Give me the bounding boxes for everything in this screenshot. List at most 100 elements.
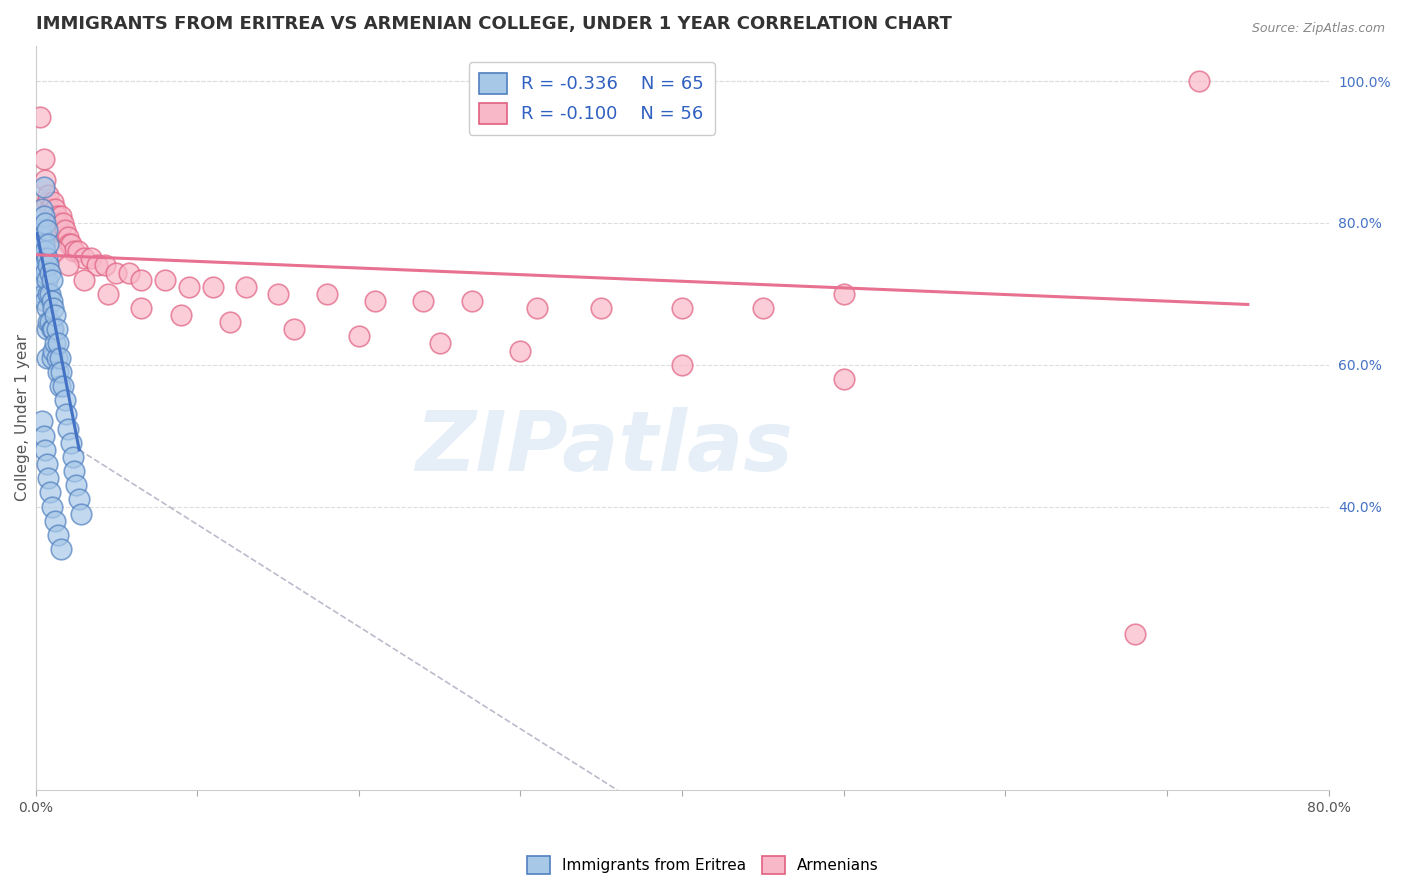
Point <box>65 478 87 492</box>
Point <box>53 393 76 408</box>
Point <box>30 223 52 237</box>
Point <box>37 237 59 252</box>
Point <box>42 194 65 209</box>
Text: IMMIGRANTS FROM ERITREA VS ARMENIAN COLLEGE, UNDER 1 YEAR CORRELATION CHART: IMMIGRANTS FROM ERITREA VS ARMENIAN COLL… <box>35 15 952 33</box>
Point <box>32 209 55 223</box>
Point <box>49 223 72 237</box>
Point <box>218 315 240 329</box>
Point <box>37 259 59 273</box>
Point <box>37 187 59 202</box>
Legend: R = -0.336    N = 65, R = -0.100    N = 56: R = -0.336 N = 65, R = -0.100 N = 56 <box>468 62 714 135</box>
Point <box>51 542 73 557</box>
Point <box>461 293 484 308</box>
Point <box>46 528 69 542</box>
Point <box>752 301 775 315</box>
Point <box>34 244 56 259</box>
Y-axis label: College, Under 1 year: College, Under 1 year <box>15 334 30 501</box>
Point <box>31 202 53 216</box>
Point <box>56 421 79 435</box>
Point <box>45 322 67 336</box>
Point <box>79 252 101 266</box>
Point <box>63 244 86 259</box>
Point <box>267 286 290 301</box>
Point <box>34 173 56 187</box>
Point <box>35 223 58 237</box>
Point <box>73 252 96 266</box>
Point <box>53 223 76 237</box>
Point <box>34 216 56 230</box>
Point <box>32 259 55 273</box>
Point <box>44 308 66 322</box>
Point <box>32 286 55 301</box>
Point <box>86 259 108 273</box>
Point <box>49 351 72 365</box>
Point <box>39 266 62 280</box>
Point <box>347 329 370 343</box>
Point <box>39 202 62 216</box>
Point <box>49 379 72 393</box>
Point <box>39 286 62 301</box>
Point <box>315 286 337 301</box>
Point <box>35 273 58 287</box>
Point <box>31 414 53 428</box>
Point <box>35 194 58 209</box>
Text: Source: ZipAtlas.com: Source: ZipAtlas.com <box>1251 22 1385 36</box>
Point <box>69 507 91 521</box>
Point <box>28 244 51 259</box>
Point <box>56 230 79 244</box>
Point <box>37 315 59 329</box>
Point <box>35 252 58 266</box>
Point <box>45 351 67 365</box>
Point <box>34 266 56 280</box>
Point <box>832 372 855 386</box>
Point <box>44 336 66 351</box>
Point <box>202 279 225 293</box>
Point <box>46 216 69 230</box>
Point <box>526 301 548 315</box>
Point <box>31 259 53 273</box>
Point <box>1123 627 1146 641</box>
Point <box>671 358 693 372</box>
Point <box>832 286 855 301</box>
Point <box>44 202 66 216</box>
Point <box>170 308 193 322</box>
Point <box>51 209 73 223</box>
Point <box>118 266 141 280</box>
Point <box>41 322 63 336</box>
Point <box>73 273 96 287</box>
Point <box>55 408 77 422</box>
Point <box>39 485 62 500</box>
Point <box>32 237 55 252</box>
Point <box>32 428 55 442</box>
Point <box>41 293 63 308</box>
Point <box>52 379 75 393</box>
Point <box>1188 74 1211 88</box>
Point <box>42 301 65 315</box>
Point <box>153 273 176 287</box>
Point <box>30 252 52 266</box>
Point <box>671 301 693 315</box>
Point <box>41 351 63 365</box>
Point <box>509 343 531 358</box>
Point <box>60 435 83 450</box>
Point <box>42 343 65 358</box>
Point <box>37 286 59 301</box>
Point <box>51 365 73 379</box>
Text: ZIPatlas: ZIPatlas <box>416 407 793 488</box>
Point <box>44 244 66 259</box>
Point <box>45 209 67 223</box>
Point <box>52 216 75 230</box>
Point <box>62 450 84 464</box>
Point <box>44 514 66 528</box>
Point <box>66 244 89 259</box>
Point <box>235 279 257 293</box>
Point <box>39 315 62 329</box>
Point <box>31 230 53 244</box>
Point <box>32 152 55 166</box>
Point <box>97 286 120 301</box>
Point <box>42 322 65 336</box>
Point <box>28 273 51 287</box>
Point <box>94 259 117 273</box>
Point <box>35 351 58 365</box>
Point <box>283 322 305 336</box>
